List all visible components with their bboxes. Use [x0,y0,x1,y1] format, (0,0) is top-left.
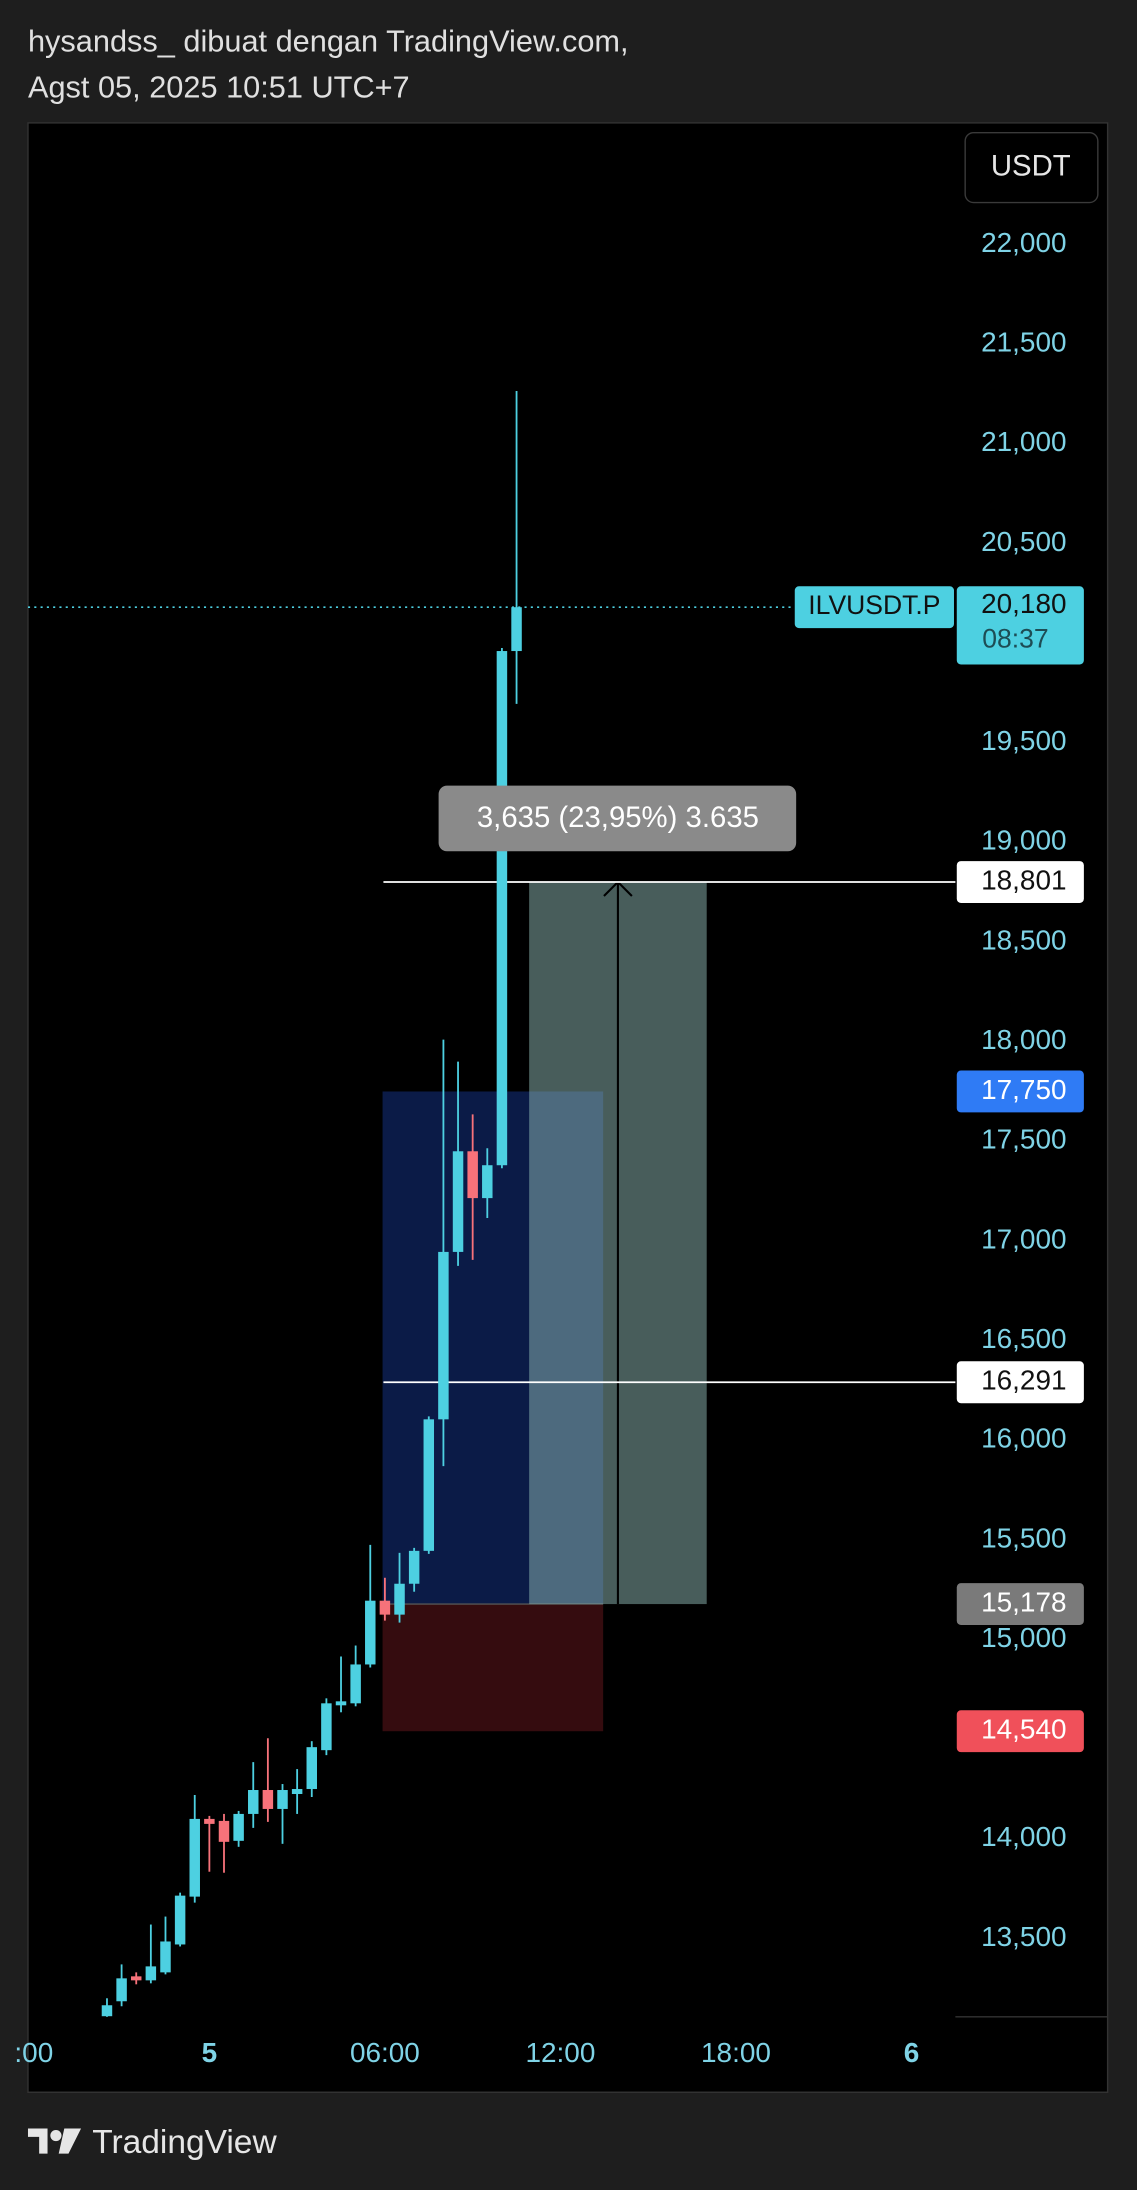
plot-layer: 13,50014,00014,50015,00015,50016,00016,5… [14,227,1084,2068]
y-tick-label: 18,000 [981,1024,1066,1055]
hline-price-label: 16,291 [981,1365,1066,1396]
y-tick-label: 16,500 [981,1323,1066,1354]
candle-body [408,1550,420,1584]
measure-label-box [438,785,797,852]
x-tick-label: 6 [904,2037,920,2068]
candle-body [101,2005,113,2017]
y-tick-label: 19,000 [981,825,1066,856]
candle-body [467,1151,478,1199]
candle-body [262,1790,274,1809]
candle-body [379,1600,391,1615]
candle-body [189,1818,200,1897]
header-line: Agst 05, 2025 10:51 UTC+7 [28,69,410,104]
target-price-label-box [956,1070,1084,1113]
candle-body [438,1251,449,1420]
brand-name: TradingView [92,2124,277,2161]
currency-label: USDT [991,149,1071,182]
stop-price-label: 14,540 [981,1714,1066,1745]
y-tick-label: 17,000 [981,1223,1066,1254]
candle-body [291,1789,303,1794]
candle-body [365,1600,376,1665]
candle-body [116,1978,127,2002]
candle-body [482,1165,493,1199]
hline-price-label-box [956,1361,1084,1404]
target-price-label: 17,750 [981,1074,1066,1105]
x-tick-label: 06:00 [350,2037,420,2068]
entry-price-label-box [956,1583,1084,1626]
y-tick-label: 18,500 [981,924,1066,955]
x-tick-label: 5 [202,2037,218,2068]
candle-body [145,1966,157,1981]
candle-body [248,1790,259,1814]
countdown-label: 08:37 [982,624,1048,654]
x-tick-label: 12:00 [525,2037,595,2068]
measure-label: 3,635 (23,95%) 3.635 [477,801,759,834]
symbol-box [794,586,954,629]
hline-price-label-box [956,861,1084,903]
hline-price-label: 18,801 [981,864,1066,895]
candle-body [306,1747,317,1790]
candle-body [174,1895,186,1945]
y-tick-label: 16,000 [981,1423,1066,1454]
x-tick-label: :00 [14,2037,53,2068]
y-tick-label: 13,500 [981,1921,1066,1952]
candle-body [233,1813,244,1841]
candle-body [335,1701,347,1706]
candle-body [452,1151,464,1252]
x-tick-label: 18:00 [701,2037,771,2068]
y-tick-label: 17,500 [981,1124,1066,1155]
candle-body [277,1790,288,1809]
candle-body [204,1818,215,1824]
header-line: hysandss_ dibuat dengan TradingView.com, [28,23,629,58]
symbol-label: ILVUSDT.P [808,590,940,620]
candle-body [321,1703,332,1751]
stop-price-label-box [956,1710,1084,1753]
y-tick-label: 15,500 [981,1522,1066,1553]
candle-body [218,1820,230,1842]
loss-zone [382,1604,604,1732]
candle-body [394,1583,405,1615]
y-tick-label: 22,000 [981,227,1066,258]
brand-logo [27,2128,82,2154]
y-tick-label: 14,000 [981,1821,1066,1852]
candle-body [511,607,522,652]
y-tick-label: 20,500 [981,526,1066,557]
candle-body [160,1941,171,1973]
currency-button[interactable] [964,131,1099,204]
last-price-label: 20,180 [981,588,1066,619]
last-price-box [956,586,1084,665]
y-tick-label: 15,000 [981,1622,1066,1653]
candle-body [496,651,508,1166]
candle-body [130,1976,142,1981]
y-tick-label: 19,500 [981,725,1066,756]
y-tick-label: 21,000 [981,426,1066,457]
candle-body [350,1664,361,1704]
y-tick-label: 21,500 [981,327,1066,358]
entry-price-label: 15,178 [981,1586,1066,1617]
candle-body [423,1419,435,1551]
